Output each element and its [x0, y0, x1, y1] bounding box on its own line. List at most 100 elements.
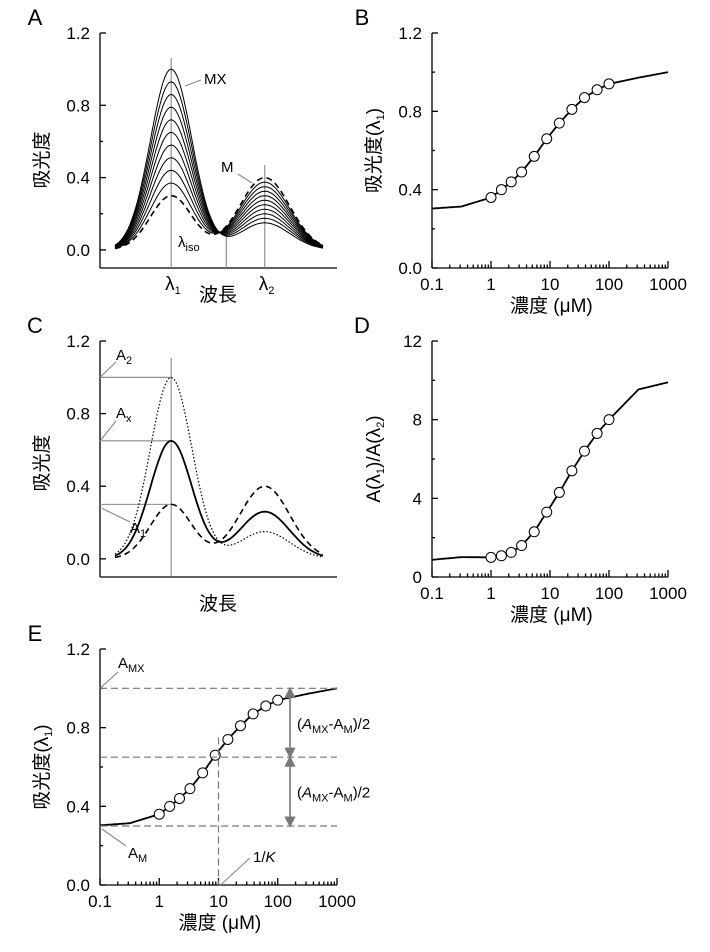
panel-d-ytick-label: 8 [413, 411, 422, 430]
panel-e-ytick-label: 0.4 [66, 797, 90, 816]
panel-e-k-label: 1/K [253, 849, 277, 866]
panel-c-ytick-label: 0.4 [66, 477, 90, 496]
panel-c-letter: C [27, 313, 43, 338]
panel-a-spectrum-curve [114, 176, 324, 250]
panel-c-ytick-label: 0.0 [66, 550, 90, 569]
panel-b-ytick-label: 1.2 [398, 24, 422, 43]
panel-c-a1-leader [101, 507, 131, 523]
panel-e-data-point [272, 694, 284, 706]
panel-d-data-point [528, 526, 540, 538]
panel-d-xtick-label: 0.1 [420, 584, 444, 603]
panel-e-xtick-label: 10 [209, 892, 228, 911]
panel-e-data-point [234, 720, 246, 732]
panel-e-k-leader [220, 857, 251, 886]
panel-b-data-point [578, 92, 590, 104]
panel-b-ytick-label: 0.8 [398, 102, 422, 121]
panel-e-xlabel: 濃度 (μM) [179, 912, 262, 934]
panel-b-data-point [566, 103, 578, 115]
panel-e-upper-half-label: (AMX-AM)/2 [297, 716, 370, 736]
panel-a-ylabel: 吸光度 [31, 131, 53, 188]
panel-a-iso-label: λiso [178, 234, 200, 254]
panel-d-data-point [485, 551, 497, 563]
panel-b-data-point [603, 78, 615, 90]
panel-b-data-point [541, 133, 553, 145]
panel-d-xtick-label: 1000 [649, 584, 687, 603]
panel-a-mx-leader [184, 79, 202, 87]
panel-c-mx-curve [114, 376, 324, 558]
panel-a-ytick-label: 0.0 [66, 241, 90, 260]
panel-c-xlabel: 波長 [199, 593, 237, 615]
panel-e-data-point [184, 783, 196, 795]
panel-d: 0 4 8 12 0.1 1 10 100 1000 濃度 (μM) A(λ1)/A(λ2) D [354, 313, 687, 626]
panel-c-x-curve [114, 439, 324, 557]
panel-c-ytick-label: 1.2 [66, 332, 90, 351]
panel-b-xlabel: 濃度 (μM) [510, 295, 593, 317]
panel-a-ytick-label: 1.2 [66, 24, 90, 43]
panel-b-ylabel: 吸光度(λ1) [363, 108, 387, 193]
panel-b-xtick-label: 1 [486, 275, 495, 294]
panel-d-data-point [516, 540, 528, 552]
panel-b-xtick-label: 0.1 [420, 275, 444, 294]
panel-d-xlabel: 濃度 (μM) [510, 604, 593, 626]
panel-e-data-point [164, 800, 176, 812]
panel-d-data-point [578, 445, 590, 457]
panel-d-xtick-label: 100 [595, 584, 623, 603]
panel-e-data-point [247, 708, 259, 720]
panel-e-ytick-label: 1.2 [66, 640, 90, 659]
panel-e-xtick-label: 1 [155, 892, 164, 911]
panel-e-data-point [174, 792, 186, 804]
panel-b-ytick-label: 0.0 [398, 259, 422, 278]
panel-a-letter: A [28, 5, 43, 30]
panel-c: 0.0 0.4 0.8 1.2 A2 Ax A1 波長 吸光度 C [27, 313, 337, 615]
panel-c-ax-leader [99, 420, 117, 442]
panel-d-data-point [566, 465, 578, 477]
panel-e-letter: E [28, 621, 43, 646]
panel-d-data-point [541, 506, 553, 518]
panel-d-letter: D [354, 313, 370, 338]
panel-b-data-point [553, 117, 565, 129]
panel-e-lower-half-label: (AMX-AM)/2 [297, 785, 370, 805]
panel-c-a2-leader [99, 361, 117, 378]
panel-e-am-label: AM [128, 845, 147, 865]
panel-e-data-point [197, 767, 209, 779]
panel-b-data-point [591, 84, 603, 96]
panel-e-am-leader [101, 828, 127, 847]
panel-d-data-point [591, 427, 603, 439]
panel-b-xtick-label: 100 [595, 275, 623, 294]
panel-e-amx-label: AMX [118, 655, 145, 675]
panel-b-letter: B [355, 5, 370, 30]
panel-d-data-point [505, 546, 517, 558]
panel-e-ylabel: 吸光度(λ1) [31, 724, 55, 809]
panel-a-lambda2-label: λ2 [259, 274, 275, 297]
panel-c-m-curve [114, 485, 324, 559]
panel-b: 0.0 0.4 0.8 1.2 0.1 1 10 100 1000 濃度 (μM) 吸光度(λ1) B [355, 5, 687, 317]
panel-e-data-point [260, 700, 272, 712]
panel-b-data-point [495, 184, 507, 196]
panel-c-ytick-label: 0.8 [66, 405, 90, 424]
panel-e-xtick-label: 1000 [318, 892, 356, 911]
panel-e-data-point [222, 733, 234, 745]
panel-a-lambda1-label: λ1 [165, 274, 181, 297]
panel-d-xtick-label: 10 [541, 584, 560, 603]
panel-e-amx-leader [99, 671, 119, 689]
panel-a-spectrum-curve [114, 106, 324, 248]
panel-b-data-point [516, 166, 528, 178]
panel-a-spectrum-curve [114, 68, 324, 249]
panel-b-xtick-label: 10 [541, 275, 560, 294]
panel-d-ytick-label: 12 [403, 332, 422, 351]
panel-b-data-point [505, 176, 517, 188]
panel-a-label-m: M [221, 159, 234, 176]
panel-a-spectrum-curve [114, 157, 324, 248]
panel-c-a1-label: A1 [130, 520, 146, 540]
panel-d-xtick-label: 1 [486, 584, 495, 603]
panel-e-xtick-label: 100 [264, 892, 292, 911]
panel-a-xlabel: 波長 [199, 284, 237, 306]
panel-a-m-leader [237, 173, 253, 184]
panel-a-ytick-label: 0.8 [66, 96, 90, 115]
panel-a-label-mx: MX [204, 71, 227, 88]
panel-e-data-point [153, 808, 165, 820]
panel-d-data-point [553, 486, 565, 498]
panel-d-ytick-label: 4 [413, 489, 422, 508]
panel-e-xtick-label: 0.1 [88, 892, 112, 911]
